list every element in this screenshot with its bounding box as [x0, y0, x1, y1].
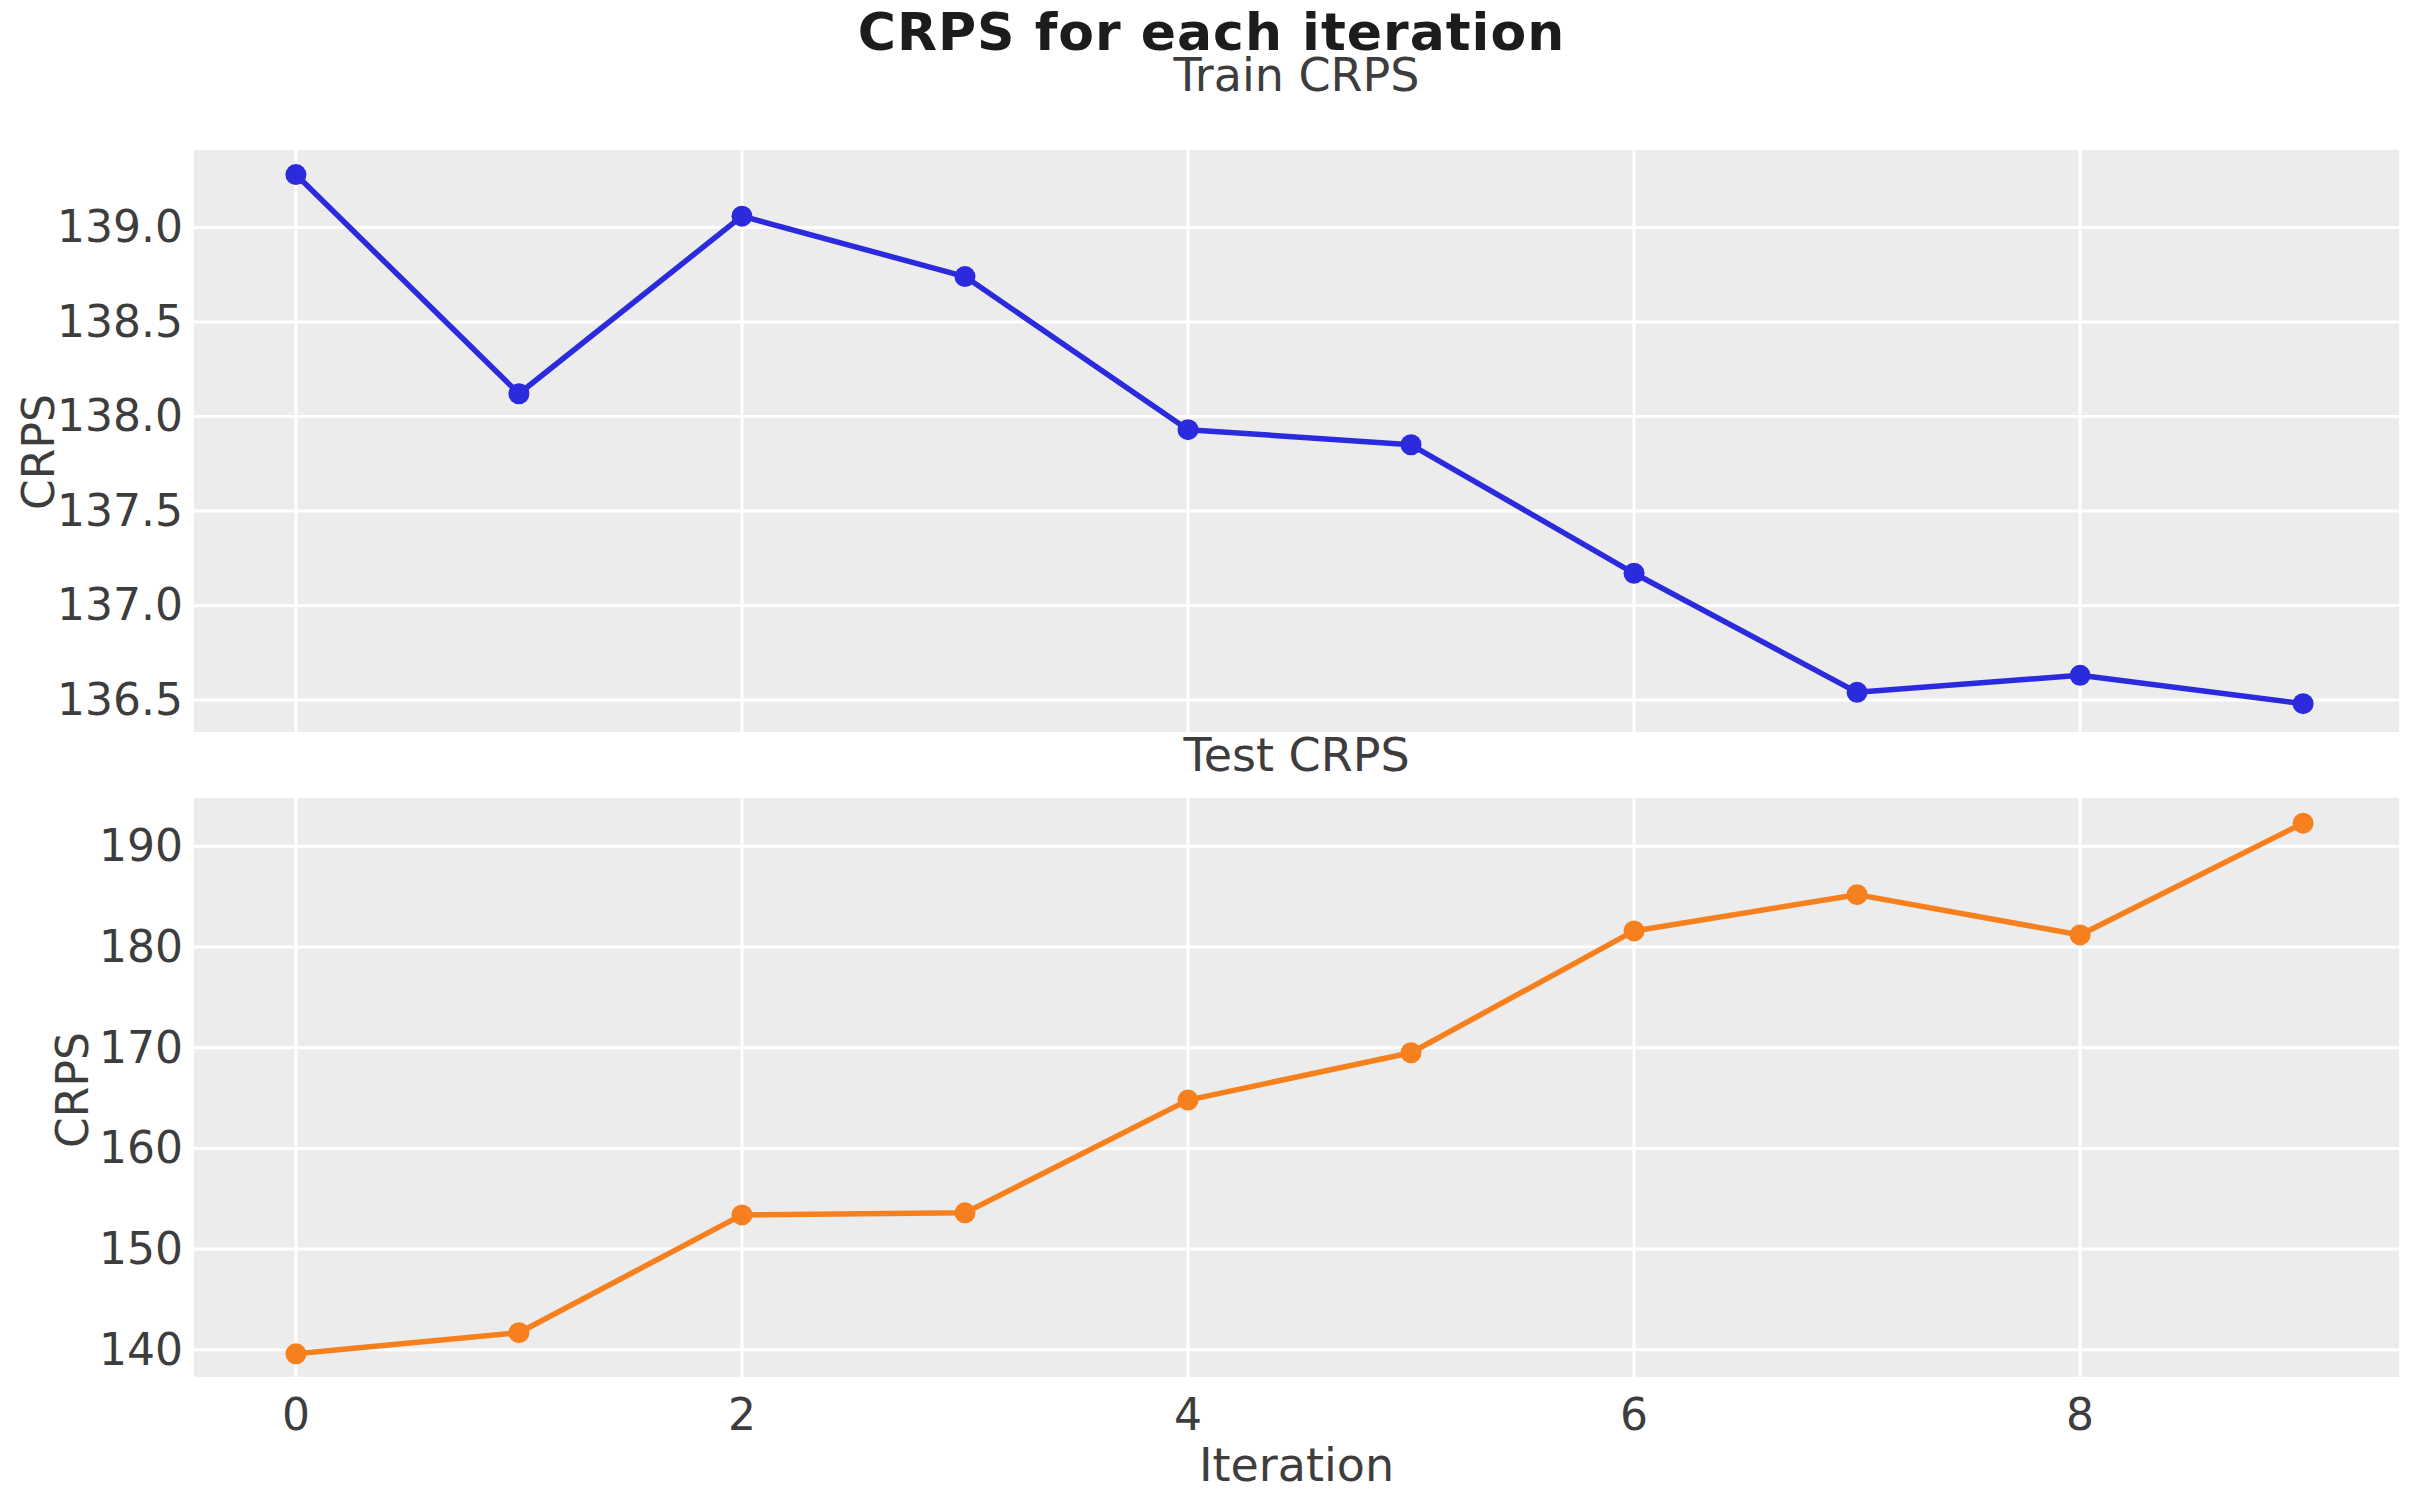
train-data-point [1178, 419, 1199, 440]
train-data-point [954, 266, 975, 287]
y-tick-label: 140 [99, 1324, 183, 1375]
y-tick-label: 137.5 [57, 485, 183, 536]
train-data-point [508, 383, 529, 404]
y-tick-label: 180 [99, 921, 183, 972]
test-data-point [731, 1204, 752, 1225]
y-tick-label: 136.5 [57, 674, 183, 725]
train-data-point [2070, 665, 2091, 686]
y-tick-label: 170 [99, 1022, 183, 1073]
y-tick-label: 190 [99, 820, 183, 871]
test-data-point [1624, 920, 1645, 941]
y-tick-label: 139.0 [57, 201, 183, 252]
train-data-point [1401, 434, 1422, 455]
x-tick-label: 8 [2066, 1389, 2094, 1440]
train-data-point [1847, 682, 1868, 703]
figure: CRPS for each iteration Train CRPS Test … [0, 0, 2423, 1501]
y-tick-label: 138.5 [57, 296, 183, 347]
test-data-point [954, 1202, 975, 1223]
test-data-point [2070, 924, 2091, 945]
test-data-point [1847, 884, 1868, 905]
train-data-point [285, 164, 306, 185]
x-tick-label: 6 [1620, 1389, 1648, 1440]
y-tick-label: 150 [99, 1223, 183, 1274]
plot-canvas: 139.0 138.5 138.0 137.5 137.0 136.5 190 180 170 1… [0, 0, 2423, 1501]
test-data-point [2293, 813, 2314, 834]
test-data-point [508, 1322, 529, 1343]
y-tick-label: 138.0 [57, 390, 183, 441]
plot-area-test [194, 798, 2399, 1377]
train-data-point [1624, 563, 1645, 584]
train-data-point [731, 206, 752, 227]
y-tick-label: 137.0 [57, 579, 183, 630]
train-data-point [2293, 693, 2314, 714]
x-tick-label: 2 [728, 1389, 756, 1440]
test-data-point [1401, 1042, 1422, 1063]
y-tick-label: 160 [99, 1122, 183, 1173]
x-tick-label: 0 [282, 1389, 310, 1440]
plot-area-train [194, 150, 2399, 732]
test-data-point [1178, 1090, 1199, 1111]
test-data-point [285, 1343, 306, 1364]
x-tick-label: 4 [1174, 1389, 1202, 1440]
